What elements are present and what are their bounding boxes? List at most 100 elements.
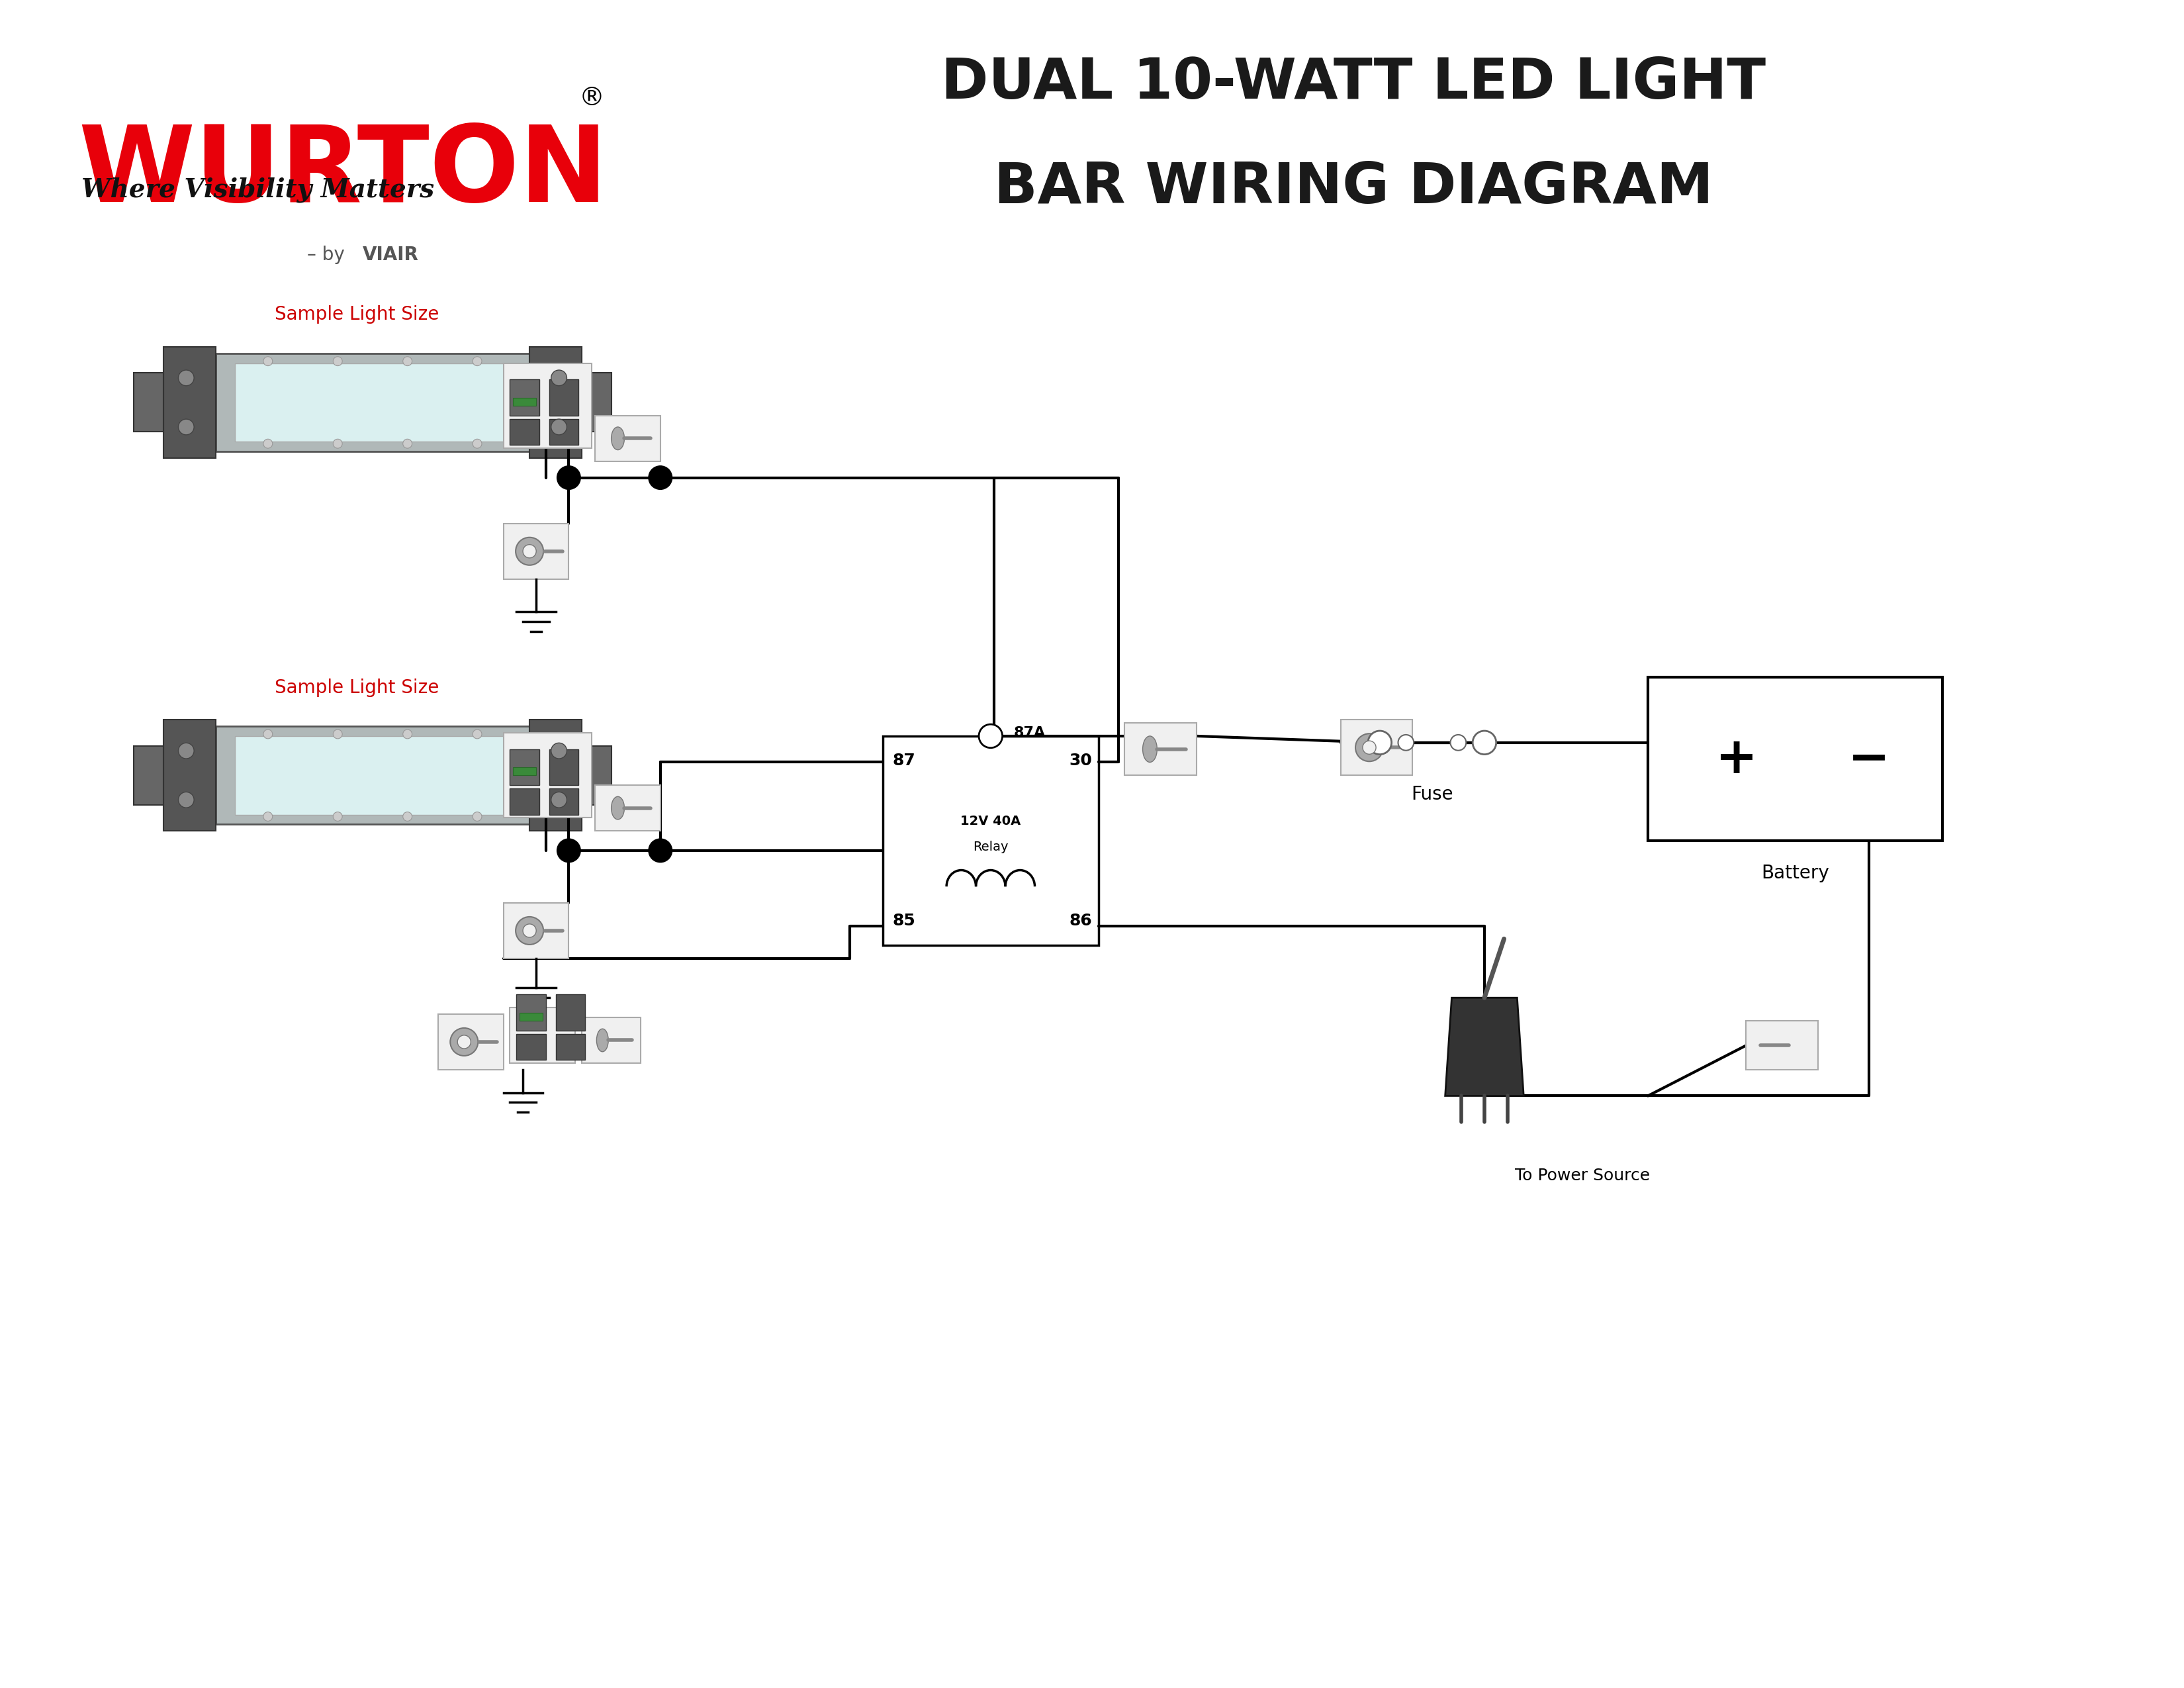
Bar [164, 346, 216, 457]
Circle shape [402, 729, 413, 739]
Ellipse shape [612, 797, 625, 819]
Bar [1125, 722, 1197, 775]
Bar [513, 398, 535, 405]
Text: 12V 40A: 12V 40A [961, 815, 1020, 827]
Text: 87: 87 [893, 753, 915, 768]
Bar [509, 380, 539, 415]
Circle shape [334, 439, 343, 449]
Bar [502, 903, 568, 959]
Circle shape [550, 419, 568, 436]
Circle shape [334, 729, 343, 739]
Circle shape [1363, 741, 1376, 755]
Bar [216, 726, 529, 824]
Ellipse shape [612, 427, 625, 451]
Circle shape [557, 466, 581, 490]
Text: Sample Light Size: Sample Light Size [275, 679, 439, 697]
Bar [164, 719, 216, 830]
Circle shape [334, 812, 343, 820]
Ellipse shape [596, 1028, 609, 1052]
Circle shape [402, 812, 413, 820]
Circle shape [515, 537, 544, 565]
Text: BAR WIRING DIAGRAM: BAR WIRING DIAGRAM [994, 160, 1712, 216]
Circle shape [649, 466, 673, 490]
Text: −: − [1848, 734, 1889, 783]
Circle shape [264, 812, 273, 820]
Bar [548, 419, 579, 446]
Text: +: + [1714, 734, 1758, 783]
Circle shape [978, 724, 1002, 748]
Bar [216, 353, 529, 451]
Circle shape [1367, 731, 1391, 755]
Text: WURTON: WURTON [79, 122, 607, 225]
Bar [548, 380, 579, 415]
Bar [515, 1033, 546, 1060]
Bar [509, 749, 539, 785]
Bar [555, 994, 585, 1030]
Circle shape [456, 1035, 472, 1048]
Bar [548, 788, 579, 815]
Bar [236, 363, 509, 442]
Bar [594, 785, 660, 830]
Bar [513, 768, 535, 775]
Circle shape [450, 1028, 478, 1055]
Bar [439, 1014, 502, 1070]
Bar [1341, 719, 1413, 775]
Circle shape [515, 917, 544, 945]
Circle shape [179, 419, 194, 436]
Circle shape [649, 839, 673, 863]
Text: Fuse: Fuse [1411, 785, 1452, 803]
Circle shape [1398, 734, 1413, 751]
Circle shape [522, 923, 537, 937]
Circle shape [179, 743, 194, 758]
Bar [520, 1013, 542, 1021]
Text: 85: 85 [893, 913, 915, 928]
Circle shape [402, 439, 413, 449]
Text: Battery: Battery [1760, 864, 1828, 883]
Bar [1649, 677, 1942, 841]
Bar [548, 749, 579, 785]
Circle shape [179, 370, 194, 387]
Circle shape [264, 356, 273, 366]
Circle shape [334, 356, 343, 366]
Text: 87A: 87A [1013, 726, 1046, 739]
Circle shape [550, 792, 568, 807]
Circle shape [472, 356, 483, 366]
Bar [529, 346, 581, 457]
Text: ®: ® [579, 84, 605, 110]
Text: To Power Source: To Power Source [1516, 1168, 1651, 1183]
Circle shape [550, 370, 568, 387]
Bar [236, 736, 509, 815]
Text: DUAL 10-WATT LED LIGHT: DUAL 10-WATT LED LIGHT [941, 56, 1767, 111]
Circle shape [1356, 734, 1382, 761]
Bar [509, 788, 539, 815]
Bar [502, 363, 592, 449]
Circle shape [264, 729, 273, 739]
Bar [1745, 1021, 1817, 1070]
Text: 30: 30 [1068, 753, 1092, 768]
Ellipse shape [1142, 736, 1158, 763]
Bar [515, 994, 546, 1030]
Circle shape [179, 792, 194, 807]
Circle shape [472, 812, 483, 820]
Text: Relay: Relay [972, 841, 1009, 854]
Text: VIAIR: VIAIR [363, 245, 419, 263]
Bar [529, 719, 581, 830]
Bar [509, 1008, 574, 1063]
Circle shape [402, 356, 413, 366]
Text: Where Visibility Matters: Where Visibility Matters [81, 177, 435, 203]
Bar [594, 415, 660, 461]
Circle shape [472, 439, 483, 449]
Bar [882, 736, 1099, 945]
Bar [509, 419, 539, 446]
Bar [555, 1033, 585, 1060]
Circle shape [264, 439, 273, 449]
Text: – by: – by [308, 245, 352, 263]
Bar [133, 746, 164, 805]
Bar [133, 373, 164, 432]
Bar [581, 373, 612, 432]
Circle shape [550, 743, 568, 758]
Circle shape [472, 729, 483, 739]
Polygon shape [1446, 998, 1524, 1096]
Text: Sample Light Size: Sample Light Size [275, 306, 439, 324]
Circle shape [1450, 734, 1465, 751]
